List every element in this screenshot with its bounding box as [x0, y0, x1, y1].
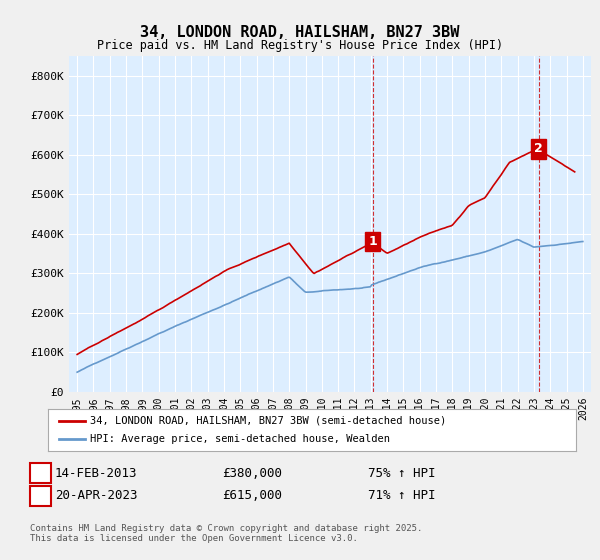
- Text: 14-FEB-2013: 14-FEB-2013: [55, 466, 137, 480]
- Text: 34, LONDON ROAD, HAILSHAM, BN27 3BW (semi-detached house): 34, LONDON ROAD, HAILSHAM, BN27 3BW (sem…: [90, 416, 446, 426]
- Text: 2: 2: [37, 489, 44, 502]
- Text: 34, LONDON ROAD, HAILSHAM, BN27 3BW: 34, LONDON ROAD, HAILSHAM, BN27 3BW: [140, 25, 460, 40]
- Text: £380,000: £380,000: [222, 466, 282, 480]
- Text: £615,000: £615,000: [222, 489, 282, 502]
- Text: 1: 1: [37, 466, 44, 480]
- Text: Contains HM Land Registry data © Crown copyright and database right 2025.
This d: Contains HM Land Registry data © Crown c…: [30, 524, 422, 543]
- Text: Price paid vs. HM Land Registry's House Price Index (HPI): Price paid vs. HM Land Registry's House …: [97, 39, 503, 52]
- Text: 20-APR-2023: 20-APR-2023: [55, 489, 137, 502]
- Text: 71% ↑ HPI: 71% ↑ HPI: [368, 489, 436, 502]
- Text: 75% ↑ HPI: 75% ↑ HPI: [368, 466, 436, 480]
- Text: 1: 1: [368, 235, 377, 248]
- Text: 2: 2: [535, 142, 543, 155]
- Text: HPI: Average price, semi-detached house, Wealden: HPI: Average price, semi-detached house,…: [90, 434, 390, 444]
